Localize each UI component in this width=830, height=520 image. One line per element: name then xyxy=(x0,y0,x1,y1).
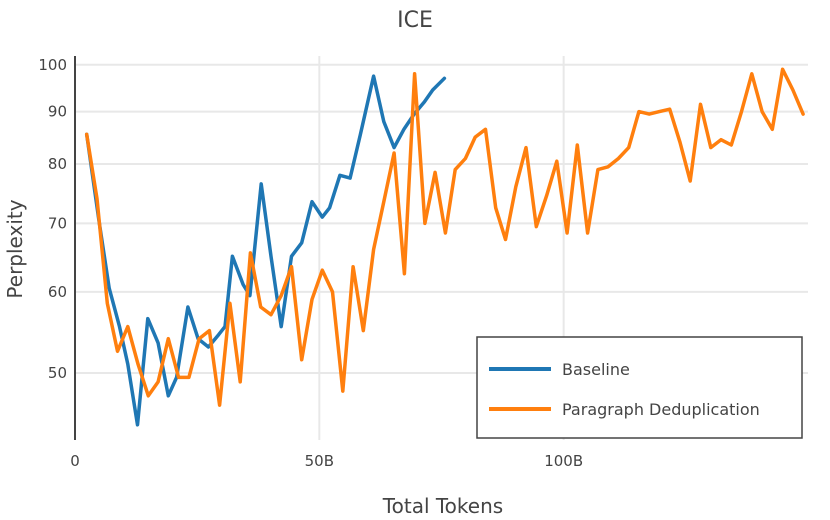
legend: Baseline Paragraph Deduplication xyxy=(476,336,803,439)
y-tick-label: 100 xyxy=(38,56,67,74)
y-tick-labels: 50 60 70 80 90 100 xyxy=(38,56,67,382)
x-axis-title: Total Tokens xyxy=(382,494,503,518)
x-tick-label: 50B xyxy=(305,452,334,470)
x-tick-labels: 0 50B 100B xyxy=(70,452,583,470)
y-tick-label: 80 xyxy=(48,155,67,173)
y-tick-label: 60 xyxy=(48,283,67,301)
x-tick-label: 0 xyxy=(70,452,80,470)
legend-box xyxy=(476,336,803,439)
y-tick-label: 90 xyxy=(48,103,67,121)
series-line-baseline xyxy=(84,74,447,427)
legend-label-paragraph-deduplication: Paragraph Deduplication xyxy=(562,400,760,419)
series-line-paragraph-deduplication xyxy=(84,67,805,407)
y-tick-label: 50 xyxy=(48,364,67,382)
chart-title: ICE xyxy=(397,8,433,33)
legend-label-baseline: Baseline xyxy=(562,360,630,379)
y-axis-title: Perplexity xyxy=(3,199,27,298)
y-tick-label: 70 xyxy=(48,214,67,232)
series-lines xyxy=(84,67,805,427)
x-tick-label: 100B xyxy=(544,452,583,470)
